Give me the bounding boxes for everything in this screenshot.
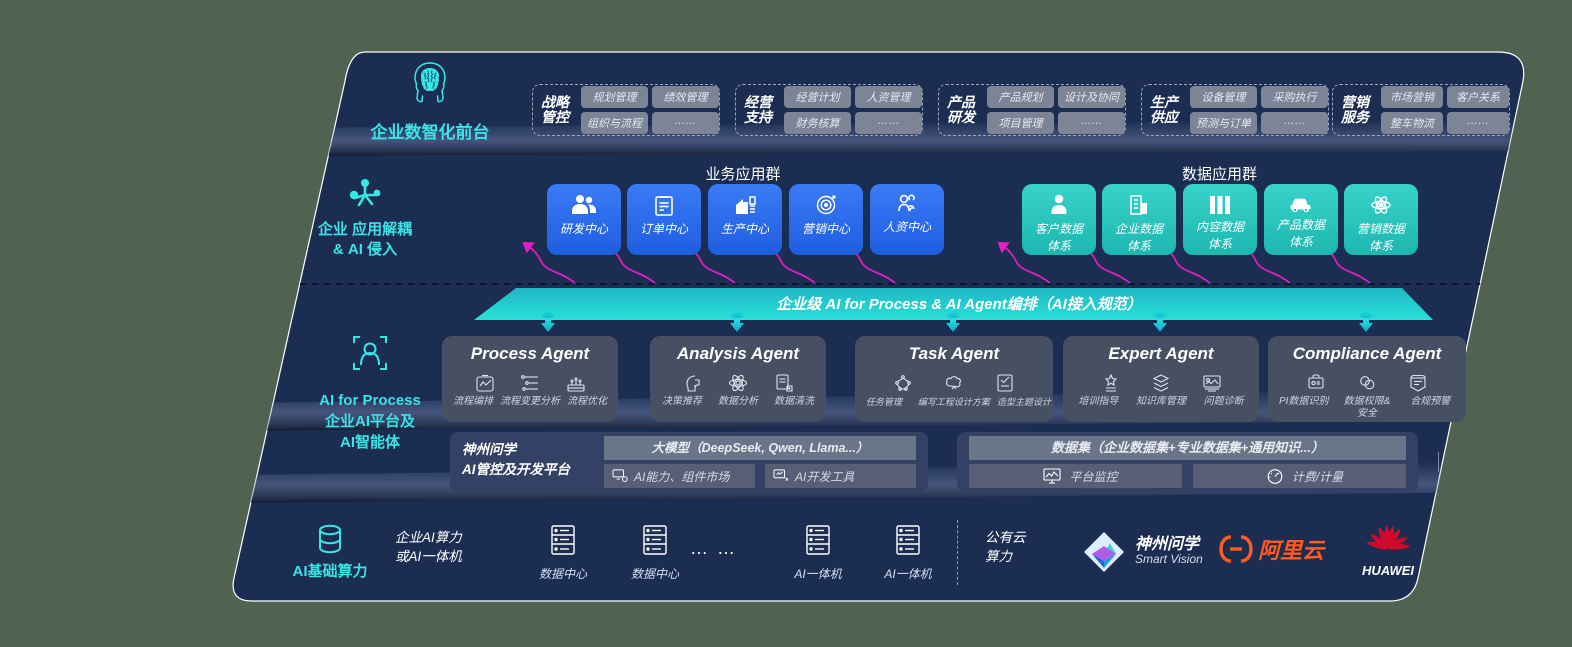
- svg-text:企业级 AI for Process & AI Agent编: 企业级 AI for Process & AI Agent编排（AI接入规范）: [776, 295, 1142, 313]
